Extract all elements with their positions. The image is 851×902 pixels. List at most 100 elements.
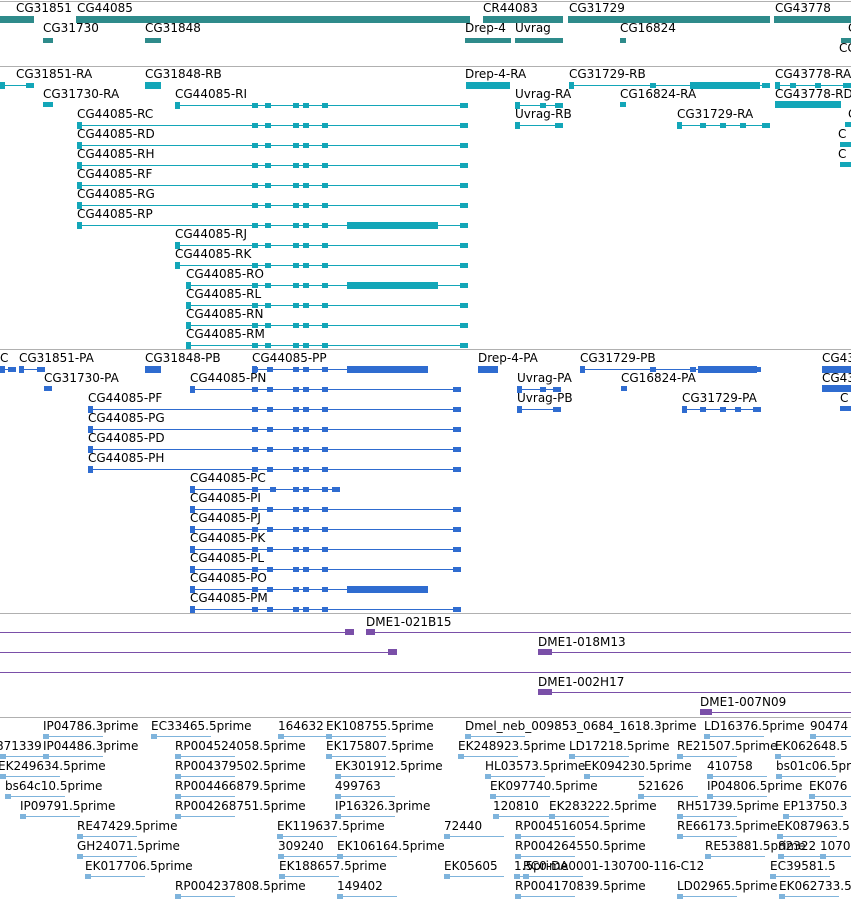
exon-block[interactable] xyxy=(775,101,841,108)
exon-block[interactable] xyxy=(460,343,468,348)
exon-block[interactable] xyxy=(293,427,299,432)
exon-block[interactable] xyxy=(303,407,309,412)
exon-block[interactable] xyxy=(265,103,271,108)
est-label[interactable]: IP04486.3prime xyxy=(43,739,139,753)
est-label[interactable]: IP16326.3prime xyxy=(335,799,431,813)
exon-block[interactable] xyxy=(77,202,82,209)
est-label[interactable]: 309240 xyxy=(278,839,324,853)
gene-label[interactable]: CG16 xyxy=(848,22,851,35)
est-label[interactable]: HL03573.5prime xyxy=(485,759,586,773)
est-block[interactable] xyxy=(20,814,26,819)
exon-block[interactable] xyxy=(303,507,309,512)
exon-block[interactable] xyxy=(822,366,851,373)
exon-block[interactable] xyxy=(77,162,82,169)
gene-label[interactable]: CG31730 xyxy=(43,21,99,35)
exon-block[interactable] xyxy=(553,387,561,392)
est-label[interactable]: RH51739.5prime xyxy=(677,799,779,813)
est-block[interactable] xyxy=(458,754,464,759)
exon-block[interactable] xyxy=(303,487,309,492)
exon-block[interactable] xyxy=(303,547,309,552)
exon-block[interactable] xyxy=(775,82,780,89)
exon-block[interactable] xyxy=(175,102,180,109)
exon-block[interactable] xyxy=(322,103,328,108)
exon-block[interactable] xyxy=(322,303,328,308)
exon-block[interactable] xyxy=(540,387,546,392)
exon-block[interactable] xyxy=(265,243,271,248)
est-label[interactable]: EK017706.5prime xyxy=(85,859,193,873)
protein-label[interactable]: CG44085-PH xyxy=(88,451,165,465)
exon-block[interactable] xyxy=(303,263,309,268)
exon-block[interactable] xyxy=(267,467,273,472)
exon-block[interactable] xyxy=(840,406,851,411)
exon-block[interactable] xyxy=(453,547,461,552)
est-label[interactable]: RP004379502.5prime xyxy=(175,759,306,773)
est-label[interactable]: 1070 xyxy=(820,839,851,853)
exon-block[interactable] xyxy=(186,342,191,349)
exon-block[interactable] xyxy=(293,607,299,612)
exon-block[interactable] xyxy=(460,163,468,168)
exon-block[interactable] xyxy=(293,103,299,108)
gene-block[interactable] xyxy=(841,38,851,43)
exon-block[interactable] xyxy=(840,162,851,167)
exon-block[interactable] xyxy=(293,143,299,148)
est-block[interactable] xyxy=(490,794,496,799)
exon-block[interactable] xyxy=(190,526,195,533)
gene-block[interactable] xyxy=(774,16,851,23)
exon-block[interactable] xyxy=(420,587,428,592)
est-label[interactable]: EP13750.3 xyxy=(783,799,848,813)
exon-block[interactable] xyxy=(252,123,258,128)
exon-block[interactable] xyxy=(303,567,309,572)
exon-block[interactable] xyxy=(252,263,258,268)
exon-block[interactable] xyxy=(252,607,258,612)
clone-end[interactable] xyxy=(538,689,552,695)
exon-block[interactable] xyxy=(843,83,851,88)
exon-block[interactable] xyxy=(303,343,309,348)
est-block[interactable] xyxy=(277,834,283,839)
exon-block[interactable] xyxy=(322,243,328,248)
transcript-label[interactable]: Uvrag-RB xyxy=(515,107,572,121)
exon-block[interactable] xyxy=(322,183,328,188)
est-label[interactable]: bs64c10.5prime xyxy=(5,779,103,793)
est-block[interactable] xyxy=(569,754,575,759)
exon-block[interactable] xyxy=(540,103,546,108)
transcript-label[interactable]: CG44085-RP xyxy=(77,207,153,221)
exon-block[interactable] xyxy=(347,222,438,229)
gene-block[interactable] xyxy=(620,38,626,43)
clone-label[interactable]: DME1-018M13 xyxy=(538,635,626,649)
exon-block[interactable] xyxy=(293,547,299,552)
transcript-label[interactable]: CG31729-RA xyxy=(677,107,754,121)
gene-label[interactable]: CG16824 xyxy=(620,21,676,35)
est-block[interactable] xyxy=(326,754,332,759)
exon-block[interactable] xyxy=(77,222,82,229)
protein-label[interactable]: CG44085-PI xyxy=(190,491,261,505)
est-label[interactable]: RE47429.5prime xyxy=(77,819,178,833)
exon-block[interactable] xyxy=(190,506,195,513)
exon-block[interactable] xyxy=(88,426,93,433)
est-block[interactable] xyxy=(677,834,683,839)
exon-block[interactable] xyxy=(466,82,510,89)
protein-label[interactable]: CG31851-PA xyxy=(19,351,94,365)
exon-block[interactable] xyxy=(190,586,195,593)
exon-block[interactable] xyxy=(790,83,796,88)
exon-block[interactable] xyxy=(43,102,53,107)
exon-block[interactable] xyxy=(322,203,328,208)
exon-block[interactable] xyxy=(303,607,309,612)
exon-block[interactable] xyxy=(303,103,309,108)
est-block[interactable] xyxy=(776,774,782,779)
est-label[interactable]: 871339 xyxy=(0,739,42,753)
est-block[interactable] xyxy=(514,874,520,879)
exon-block[interactable] xyxy=(690,82,760,89)
exon-block[interactable] xyxy=(190,386,195,393)
exon-block[interactable] xyxy=(303,587,309,592)
est-label[interactable]: IP04786.3prime xyxy=(43,719,139,733)
exon-block[interactable] xyxy=(303,123,309,128)
exon-block[interactable] xyxy=(460,283,468,288)
exon-block[interactable] xyxy=(762,123,770,128)
est-block[interactable] xyxy=(326,734,332,739)
transcript-label[interactable]: CG44085-RD xyxy=(77,127,155,141)
gene-label[interactable]: CG43778 xyxy=(775,1,831,15)
transcript-label[interactable]: C xyxy=(838,127,847,141)
exon-block[interactable] xyxy=(37,367,45,372)
exon-block[interactable] xyxy=(460,123,468,128)
gene-block[interactable] xyxy=(0,16,34,23)
